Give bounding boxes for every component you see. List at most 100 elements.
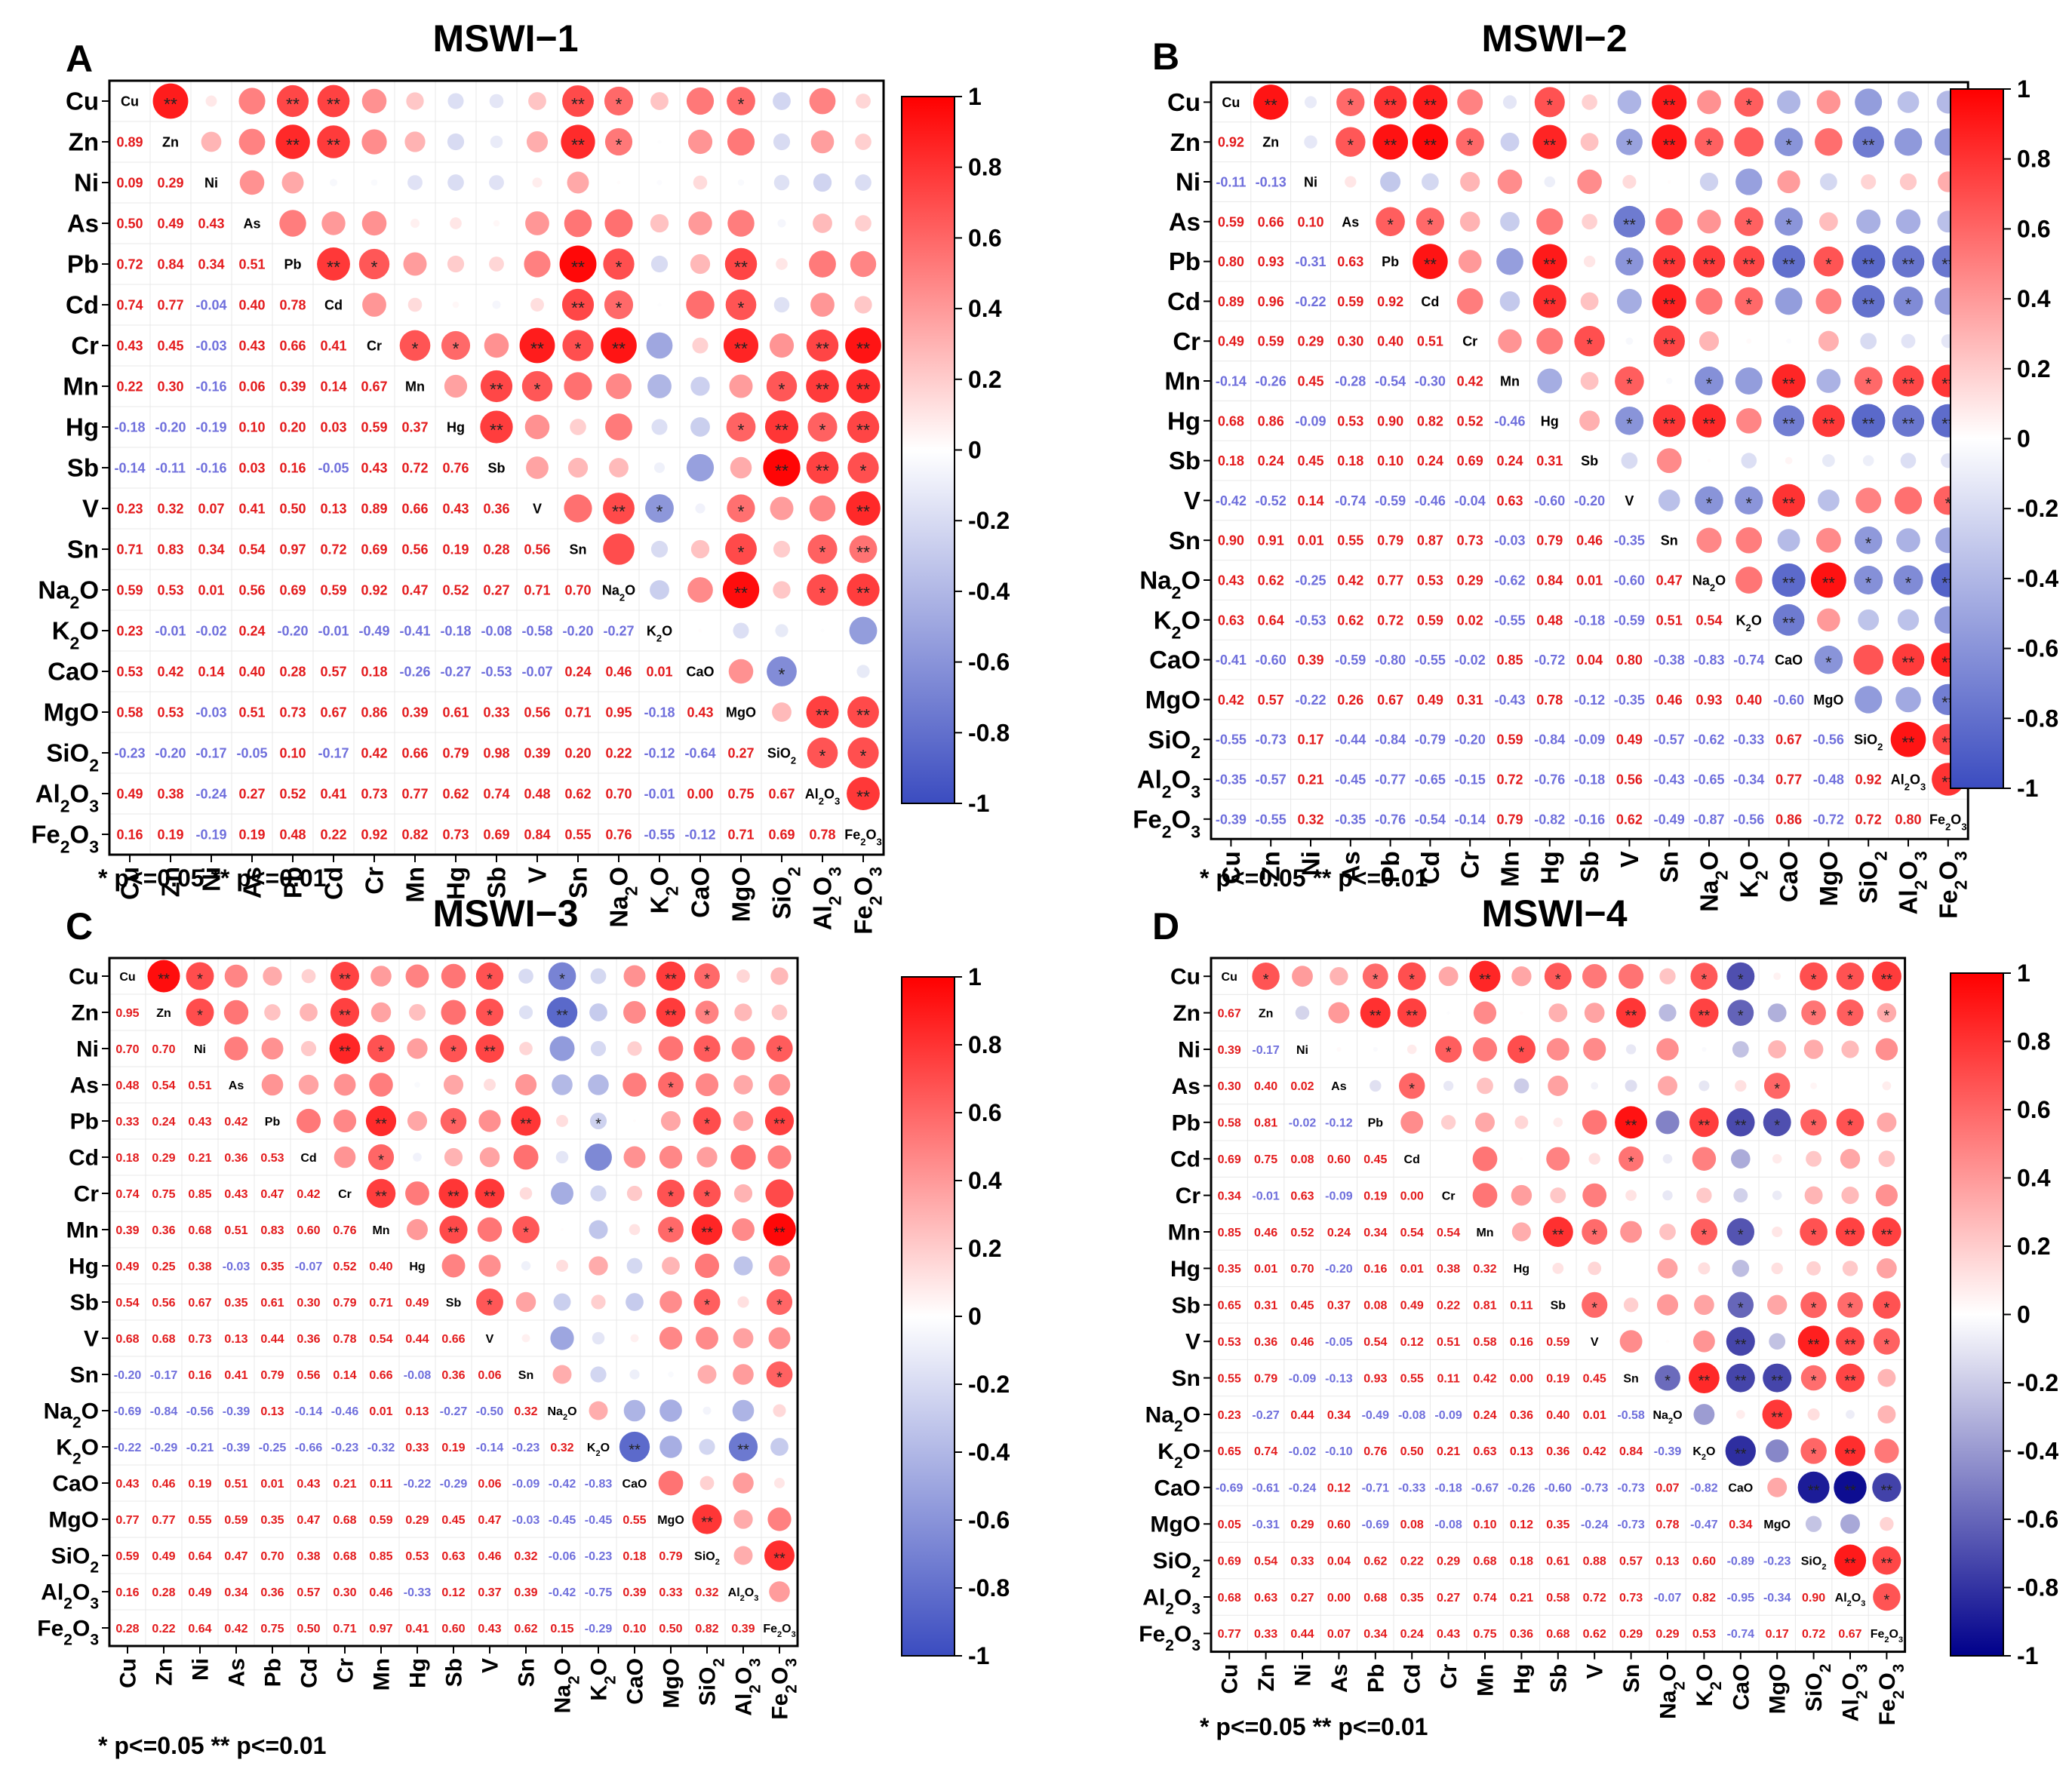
value-label: 0.57 [1258,692,1284,708]
value-label: -0.18 [1434,1482,1462,1495]
corr-circle [1580,292,1599,311]
corr-circle [855,134,872,150]
value-label: 0.48 [115,1079,139,1092]
corr-circle [1893,286,1923,316]
value-label: 0.53 [157,582,183,597]
significance-marker: ** [490,379,503,399]
significance-marker: * [559,972,565,988]
x-tick-label: Pb [1363,1664,1388,1693]
corr-circle [532,177,543,188]
value-label: 0.68 [333,1550,356,1563]
diag-label: SiO2 [767,745,796,766]
value-label: 0.37 [478,1586,501,1599]
significance-footnote: * p<=0.05 ** p<=0.01 [1200,1713,1428,1740]
corr-circle [1304,135,1317,149]
corr-circle [1873,1328,1900,1355]
x-tick-label: Mn [1496,851,1524,887]
value-label: -0.46 [1494,413,1525,428]
significance-marker: * [1746,215,1753,234]
x-tick-label: Fe2O3 [1934,851,1970,919]
corr-circle [733,1546,753,1565]
value-label: 0.57 [320,664,346,679]
corr-circle [1584,1003,1605,1023]
significance-marker: ** [1543,295,1557,314]
value-label: 0.30 [297,1297,320,1310]
corr-circle [1800,1438,1827,1464]
x-tick-label: K2O [1735,851,1771,898]
value-label: 0.22 [605,745,632,760]
value-label: -0.61 [1252,1482,1280,1495]
value-label: 0.07 [1655,1482,1679,1495]
value-label: 0.28 [483,542,509,557]
corr-circle [525,211,549,235]
significance-marker: * [1811,1446,1817,1463]
significance-marker: * [1706,136,1713,155]
corr-circle [1735,1079,1747,1092]
corr-circle [1767,1294,1788,1315]
corr-circle [1548,1003,1568,1022]
x-tick-label: CaO [687,867,715,918]
corr-circle [530,298,544,312]
corr-circle [300,1003,318,1021]
corr-circle [688,211,712,235]
value-label: 0.59 [115,1550,139,1563]
value-label: 0.48 [279,827,306,842]
value-label: -0.49 [358,623,389,638]
corr-circle [1696,1187,1712,1203]
significance-footnote: * p<=0.05 ** p<=0.01 [98,1732,326,1759]
corr-circle [1732,1260,1750,1277]
diag-label: MgO [726,705,756,720]
value-label: 0.36 [1254,1336,1277,1349]
corr-circle [605,413,632,441]
colorbar-tick-label: 0.2 [2017,1233,2050,1260]
value-label: 0.67 [188,1297,211,1310]
corr-circle [1659,1224,1676,1240]
panel-B: B MSWI−2Cu ** * ** ** * ** *0.92 Zn * ** ** * ** * ** * * *… [1133,17,2058,919]
y-tick-label: SiO2 [1153,1549,1200,1581]
value-label: 0.28 [152,1586,175,1599]
corr-circle [1860,333,1877,350]
x-tick-label: Cd [1416,851,1444,884]
corr-circle [659,1326,683,1350]
corr-circle [1373,1046,1378,1052]
corr-circle [1552,1263,1564,1274]
value-label: -0.53 [481,664,512,679]
corr-circle [438,1178,469,1208]
corr-circle [1511,1222,1531,1242]
value-label: 0.86 [1775,812,1802,827]
value-label: 0.52 [279,786,306,801]
corr-circle [556,1260,568,1272]
corr-circle [1890,721,1926,757]
corr-circle [623,965,646,987]
panel-A: A MSWI−1Cu ** ** ** ** * *0.89 Zn ** ** ** *0.09 0.29… [31,17,1010,935]
panel-C: C MSWI−3Cu ** * ** * * ** *0.95 Zn * ** * ** ** *0.70 0.… [37,892,1010,1759]
significance-marker: ** [665,972,677,988]
significance-marker: * [1865,534,1872,553]
x-tick-label: Ni [1297,851,1325,876]
value-label: -0.48 [1813,772,1844,787]
value-label: 0.23 [116,623,143,638]
diag-label: Na2O [602,582,635,603]
value-label: 0.06 [478,1369,501,1382]
corr-circle [1579,410,1600,431]
x-tick-label: Ni [189,1658,214,1681]
value-label: -0.55 [1494,613,1525,628]
value-label: -0.59 [1614,613,1645,628]
corr-circle [849,535,878,564]
value-label: -0.59 [1375,493,1406,508]
value-label: 0.32 [1297,812,1323,827]
panel-letter: C [66,905,93,947]
value-label: -0.14 [295,1405,323,1418]
corr-circle [1615,406,1644,435]
corr-circle [1582,1291,1608,1318]
y-tick-label: Zn [1170,128,1200,156]
significance-marker: ** [1663,255,1677,274]
colorbar-tick-label: 0.2 [968,1235,1001,1262]
value-label: 0.08 [1400,1519,1424,1531]
y-tick-label: Hg [66,413,99,441]
corr-circle [1797,1471,1830,1503]
corr-circle [1656,448,1682,474]
y-tick-label: V [82,495,99,523]
corr-circle [1582,1183,1607,1208]
value-label: -0.64 [684,745,715,760]
